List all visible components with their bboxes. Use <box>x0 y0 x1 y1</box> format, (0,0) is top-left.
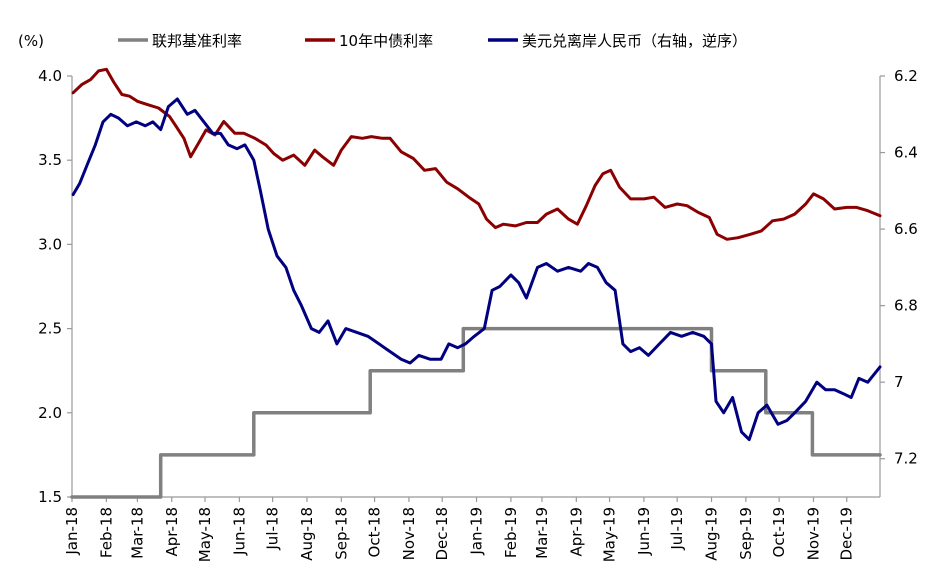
legend: 联邦基准利率 10年中债利率 美元兑离岸人民币（右轴，逆序） <box>118 32 747 50</box>
y-left-tick-label: 4.0 <box>38 67 62 85</box>
x-tick-label: Sep-19 <box>737 507 755 560</box>
y-right-tick-label: 6.6 <box>894 220 918 238</box>
x-tick-label: Mar-19 <box>533 507 551 559</box>
x-tick-label: Jul-18 <box>264 507 282 551</box>
x-tick-label: Feb-19 <box>502 507 520 558</box>
x-tick-label: Jun-18 <box>230 507 248 556</box>
x-tick-label: Dec-18 <box>433 507 451 561</box>
x-tick-label: Nov-19 <box>804 507 822 560</box>
y-left-tick-label: 2.0 <box>38 404 62 422</box>
y-right-tick-label: 7 <box>894 373 904 391</box>
y-right-tick-label: 7.2 <box>894 450 918 468</box>
y-unit-label: (%) <box>18 32 44 50</box>
x-tick-label: Mar-18 <box>128 507 146 559</box>
series-line-3 <box>71 97 882 442</box>
y-right-tick-label: 6.2 <box>894 67 918 85</box>
x-tick-label: Aug-19 <box>703 507 721 561</box>
x-tick-label: Jun-19 <box>635 507 653 556</box>
x-tick-label: Dec-19 <box>838 507 856 561</box>
x-tick-label: Feb-18 <box>97 507 115 558</box>
series-line-2 <box>71 67 882 241</box>
x-tick-label: Jan-19 <box>468 507 486 556</box>
series-line-1 <box>70 326 882 499</box>
x-tick-label: Apr-18 <box>163 507 181 557</box>
tick-labels: 4.0 3.5 3.0 2.5 2.0 1.5 6.2 6.4 6.6 6.8 7 7.2 Jan-18… <box>38 67 918 562</box>
y-left-tick-label: 3.0 <box>38 235 62 253</box>
x-tick-label: Oct-19 <box>770 507 788 557</box>
x-tick-label: Apr-19 <box>567 507 585 557</box>
x-tick-label: Jul-19 <box>668 507 686 551</box>
y-left-tick-label: 3.5 <box>38 151 62 169</box>
legend-label: 10年中债利率 <box>339 32 433 50</box>
x-tick-label: May-19 <box>601 507 619 562</box>
x-tick-label: Nov-18 <box>400 507 418 560</box>
x-tick-label: May-18 <box>196 507 214 562</box>
y-left-tick-label: 2.5 <box>38 320 62 338</box>
y-right-tick-label: 6.4 <box>894 144 918 162</box>
x-tick-label: Aug-18 <box>298 507 316 561</box>
y-right-tick-label: 6.8 <box>894 297 918 315</box>
x-tick-label: Sep-18 <box>332 507 350 560</box>
series-layer <box>70 67 882 499</box>
axes <box>67 75 885 502</box>
y-left-tick-label: 1.5 <box>38 488 62 506</box>
legend-label: 美元兑离岸人民币（右轴，逆序） <box>522 32 747 50</box>
x-tick-label: Oct-18 <box>366 507 384 557</box>
legend-label: 联邦基准利率 <box>152 32 242 50</box>
x-tick-label: Jan-18 <box>63 507 81 556</box>
